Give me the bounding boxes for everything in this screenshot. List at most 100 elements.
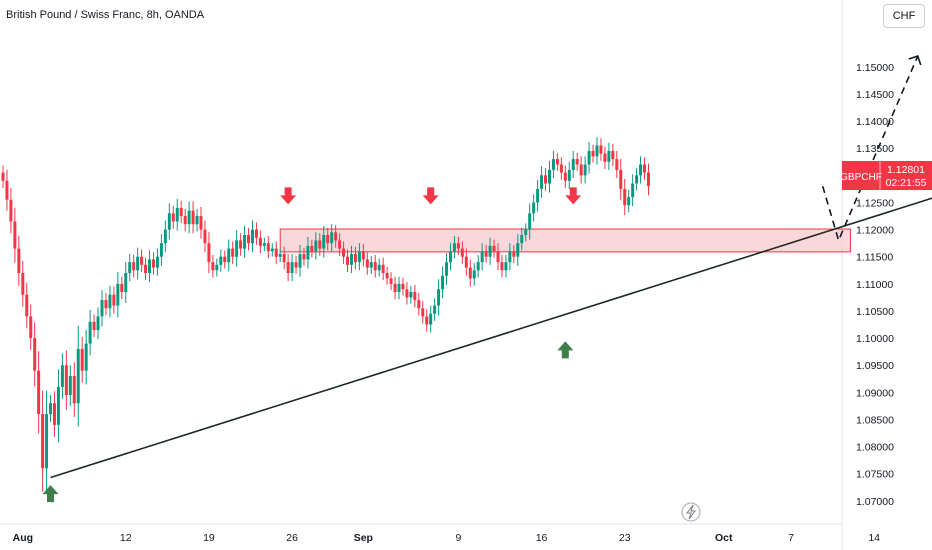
candle-body bbox=[17, 248, 21, 273]
candle bbox=[389, 272, 393, 291]
candle bbox=[231, 241, 235, 264]
candle-body bbox=[547, 169, 551, 184]
candle bbox=[302, 247, 306, 266]
candle bbox=[488, 237, 492, 265]
candle bbox=[124, 262, 128, 303]
resistance-zone-group bbox=[279, 228, 851, 253]
candle-body bbox=[144, 264, 148, 273]
candle-body bbox=[460, 248, 464, 257]
candle-body bbox=[595, 145, 599, 157]
candle bbox=[445, 253, 449, 285]
candle bbox=[441, 266, 445, 299]
time-axis[interactable]: Aug 12 19 26 Sep 9 16 23 Oct 7 14 bbox=[13, 532, 881, 544]
candle-body bbox=[413, 291, 417, 301]
candle bbox=[52, 391, 56, 437]
candle bbox=[579, 156, 583, 184]
candle-body bbox=[342, 248, 346, 257]
candle-body bbox=[262, 243, 266, 246]
time-tick-label: 14 bbox=[868, 532, 880, 544]
time-tick-label: 23 bbox=[619, 532, 631, 544]
candle bbox=[536, 179, 540, 212]
candle bbox=[476, 254, 480, 278]
candle-body bbox=[591, 150, 595, 157]
candle-body bbox=[25, 294, 29, 317]
candle bbox=[401, 277, 405, 296]
candle-body bbox=[243, 235, 247, 249]
candle bbox=[500, 254, 504, 278]
candle-body bbox=[579, 164, 583, 176]
candle-body bbox=[575, 159, 579, 165]
arrow-up bbox=[557, 341, 574, 359]
candle bbox=[45, 390, 49, 492]
candle-body bbox=[464, 256, 468, 268]
candle-body bbox=[496, 251, 500, 263]
price-tick-label: 1.07000 bbox=[856, 496, 894, 508]
candle bbox=[603, 146, 607, 169]
projection-path bbox=[821, 55, 919, 243]
candle-body bbox=[326, 235, 330, 244]
candle-body bbox=[445, 262, 449, 276]
candle-body bbox=[207, 243, 211, 263]
candle-body bbox=[587, 150, 591, 165]
candle bbox=[547, 160, 551, 193]
candle-body bbox=[120, 283, 124, 292]
candle-body bbox=[211, 262, 215, 271]
candle-body bbox=[148, 259, 152, 273]
candle bbox=[559, 157, 563, 180]
candle bbox=[167, 203, 171, 240]
candle-body bbox=[270, 248, 274, 252]
candle bbox=[346, 249, 350, 273]
candle-body bbox=[96, 316, 100, 330]
candle-body bbox=[45, 414, 49, 469]
candle-body bbox=[179, 207, 183, 217]
candle bbox=[203, 220, 207, 253]
candle bbox=[68, 365, 72, 407]
badge-price: 1.12801 bbox=[887, 164, 925, 176]
lightning-icon[interactable] bbox=[681, 502, 701, 522]
candle bbox=[274, 241, 278, 264]
candle-body bbox=[155, 256, 159, 268]
candle bbox=[108, 285, 112, 318]
candle bbox=[191, 201, 195, 234]
candle bbox=[464, 248, 468, 276]
candle bbox=[425, 309, 429, 332]
candle-body bbox=[611, 150, 615, 160]
candle-body bbox=[37, 370, 41, 415]
candle-body bbox=[393, 283, 397, 292]
candle bbox=[175, 198, 179, 231]
candle bbox=[148, 250, 152, 283]
candle bbox=[429, 305, 433, 333]
candle-body bbox=[64, 365, 68, 396]
candle-body bbox=[215, 264, 219, 271]
candle-body bbox=[76, 348, 80, 404]
price-tick-label: 1.12500 bbox=[856, 197, 894, 209]
time-tick-label: 19 bbox=[203, 532, 215, 544]
price-tick-label: 1.10500 bbox=[856, 306, 894, 318]
candle bbox=[472, 263, 476, 286]
candle-body bbox=[425, 316, 429, 325]
candle-body bbox=[540, 175, 544, 189]
candle bbox=[643, 157, 647, 180]
candle-body bbox=[607, 150, 611, 162]
badge-symbol: GBPCHF bbox=[840, 172, 882, 183]
price-axis[interactable]: 1.150001.145001.140001.135001.130001.125… bbox=[856, 62, 894, 508]
candle bbox=[41, 390, 45, 492]
candle bbox=[322, 225, 326, 258]
candle bbox=[409, 285, 413, 304]
candle bbox=[84, 329, 88, 385]
candle-body bbox=[401, 283, 405, 290]
candle bbox=[623, 178, 627, 216]
candle bbox=[21, 261, 25, 307]
candle-body bbox=[80, 348, 84, 371]
price-tick-label: 1.11000 bbox=[856, 279, 893, 291]
candle-body bbox=[112, 294, 116, 306]
time-tick-label: 26 bbox=[286, 532, 298, 544]
candle bbox=[583, 156, 587, 184]
candle bbox=[207, 232, 211, 274]
candle-body bbox=[72, 376, 76, 404]
candle-body bbox=[409, 291, 413, 298]
candle bbox=[567, 161, 571, 189]
candle-body bbox=[603, 153, 607, 162]
currency-button[interactable]: CHF bbox=[883, 4, 925, 28]
